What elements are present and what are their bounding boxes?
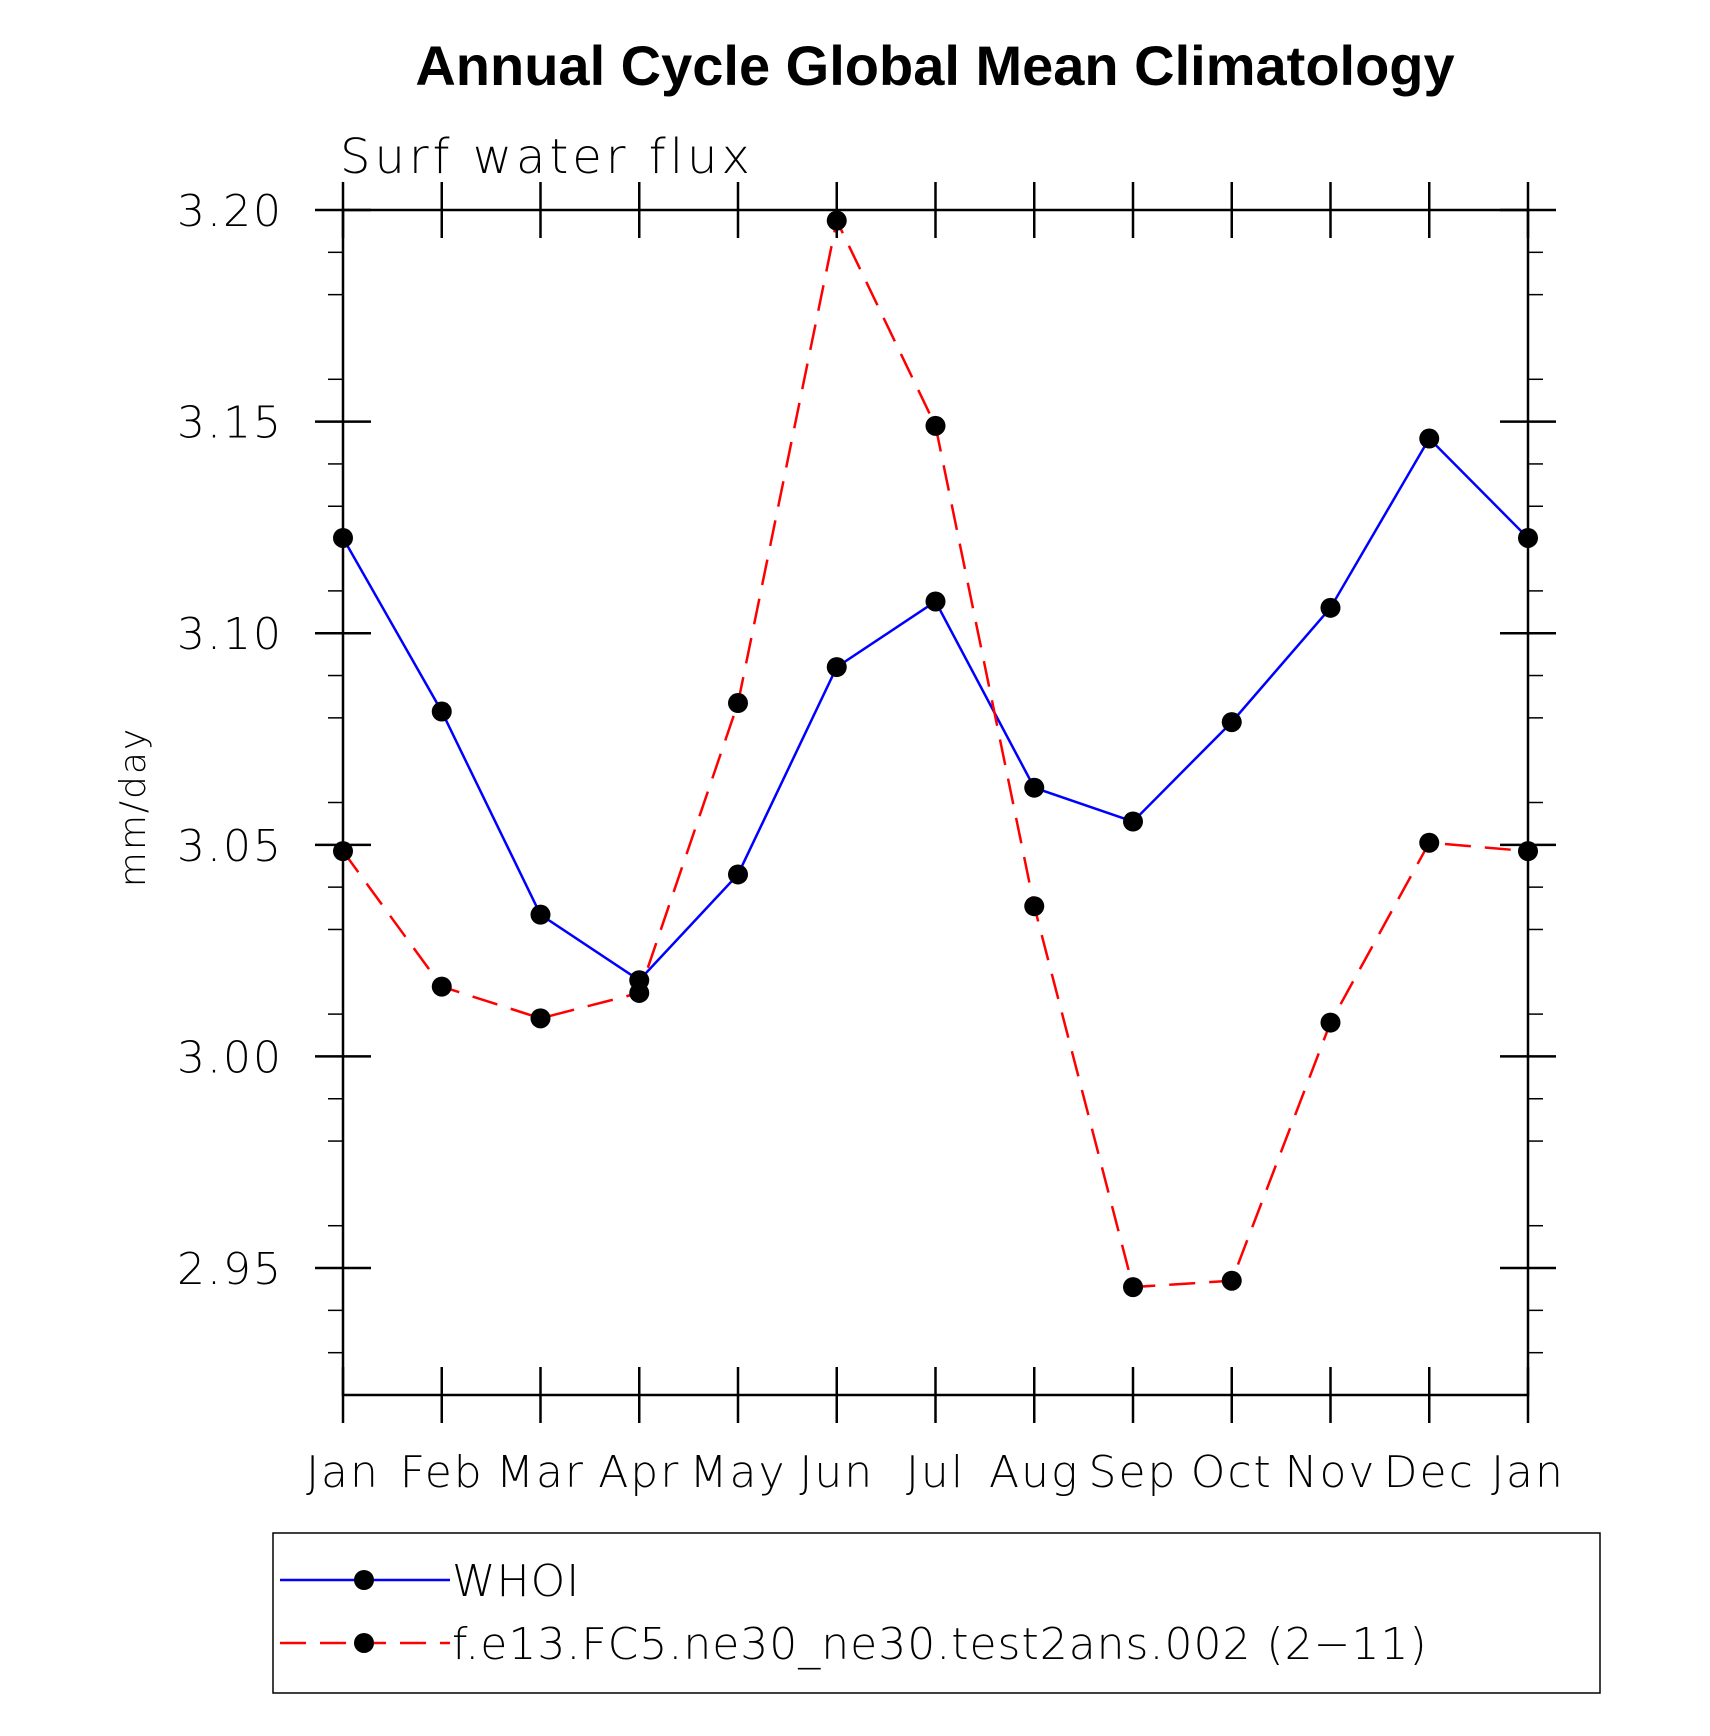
legend-label-1: WHOI (452, 1556, 580, 1607)
data-point-series-2 (728, 693, 748, 714)
data-point-series-1 (826, 657, 847, 678)
x-tick-label: Jan (1491, 1447, 1565, 1498)
y-tick-label: 3.20 (177, 186, 283, 237)
x-tick-label: Nov (1285, 1447, 1377, 1498)
legend-marker-1 (354, 1570, 374, 1590)
y-axis-label: mm/day (113, 727, 154, 887)
data-point-series-2 (1221, 1270, 1242, 1291)
x-tick-label: Oct (1191, 1447, 1273, 1498)
data-point-series-1 (1123, 811, 1143, 832)
data-point-series-2 (1024, 896, 1045, 917)
y-tick-label: 3.10 (177, 609, 283, 660)
x-tick-label: Sep (1089, 1447, 1178, 1498)
legend-box (272, 1532, 1601, 1694)
x-tick-label: Mar (496, 1447, 585, 1498)
y-tick-label: 3.00 (177, 1032, 283, 1083)
data-point-series-2 (530, 1008, 551, 1029)
data-point-series-1 (1320, 597, 1341, 618)
data-point-series-2 (1123, 1277, 1143, 1298)
data-point-series-1 (1024, 777, 1045, 798)
y-tick-label: 3.15 (177, 398, 283, 449)
x-tick-label: Jan (306, 1447, 380, 1498)
series-line-1 (341, 436, 1529, 982)
x-tick-label: Jun (799, 1447, 874, 1498)
data-point-series-2 (1419, 832, 1440, 853)
y-tick-label: 3.05 (177, 821, 283, 872)
x-tick-label: Apr (598, 1447, 680, 1498)
data-point-series-1 (431, 701, 452, 722)
data-point-series-1 (1221, 712, 1242, 733)
y-tick-label: 2.95 (177, 1244, 283, 1295)
axis-ticks (315, 182, 1556, 1423)
x-tick-label: Jul (906, 1447, 965, 1498)
data-point-series-1 (530, 904, 551, 925)
data-point-series-2 (826, 210, 847, 231)
x-tick-label: Aug (989, 1447, 1079, 1498)
plot-series (333, 210, 1538, 1298)
x-tick-label: May (690, 1447, 787, 1498)
x-tick-label: Dec (1384, 1447, 1475, 1498)
data-point-series-1 (1419, 428, 1440, 449)
chart-title: Annual Cycle Global Mean Climatology (415, 34, 1454, 97)
plot-frame (341, 208, 1530, 1397)
legend-items: WHOI f.e13.FC5.ne30_ne30.test2ans.002 (2−… (280, 1556, 1428, 1670)
data-point-series-1 (728, 864, 748, 885)
chart-subtitle: Surf water flux (340, 129, 754, 185)
legend-marker-2 (354, 1633, 374, 1653)
legend: WHOI f.e13.FC5.ne30_ne30.test2ans.002 (2−… (272, 1532, 1601, 1694)
data-point-series-2 (431, 976, 452, 997)
data-point-series-2 (925, 415, 946, 436)
legend-label-2: f.e13.FC5.ne30_ne30.test2ans.002 (2−11) (452, 1619, 1428, 1670)
data-point-series-2 (1320, 1012, 1341, 1033)
data-point-series-1 (925, 591, 946, 612)
series-line-2 (341, 216, 1529, 1289)
data-point-series-2 (629, 982, 650, 1003)
x-tick-label: Feb (400, 1447, 484, 1498)
